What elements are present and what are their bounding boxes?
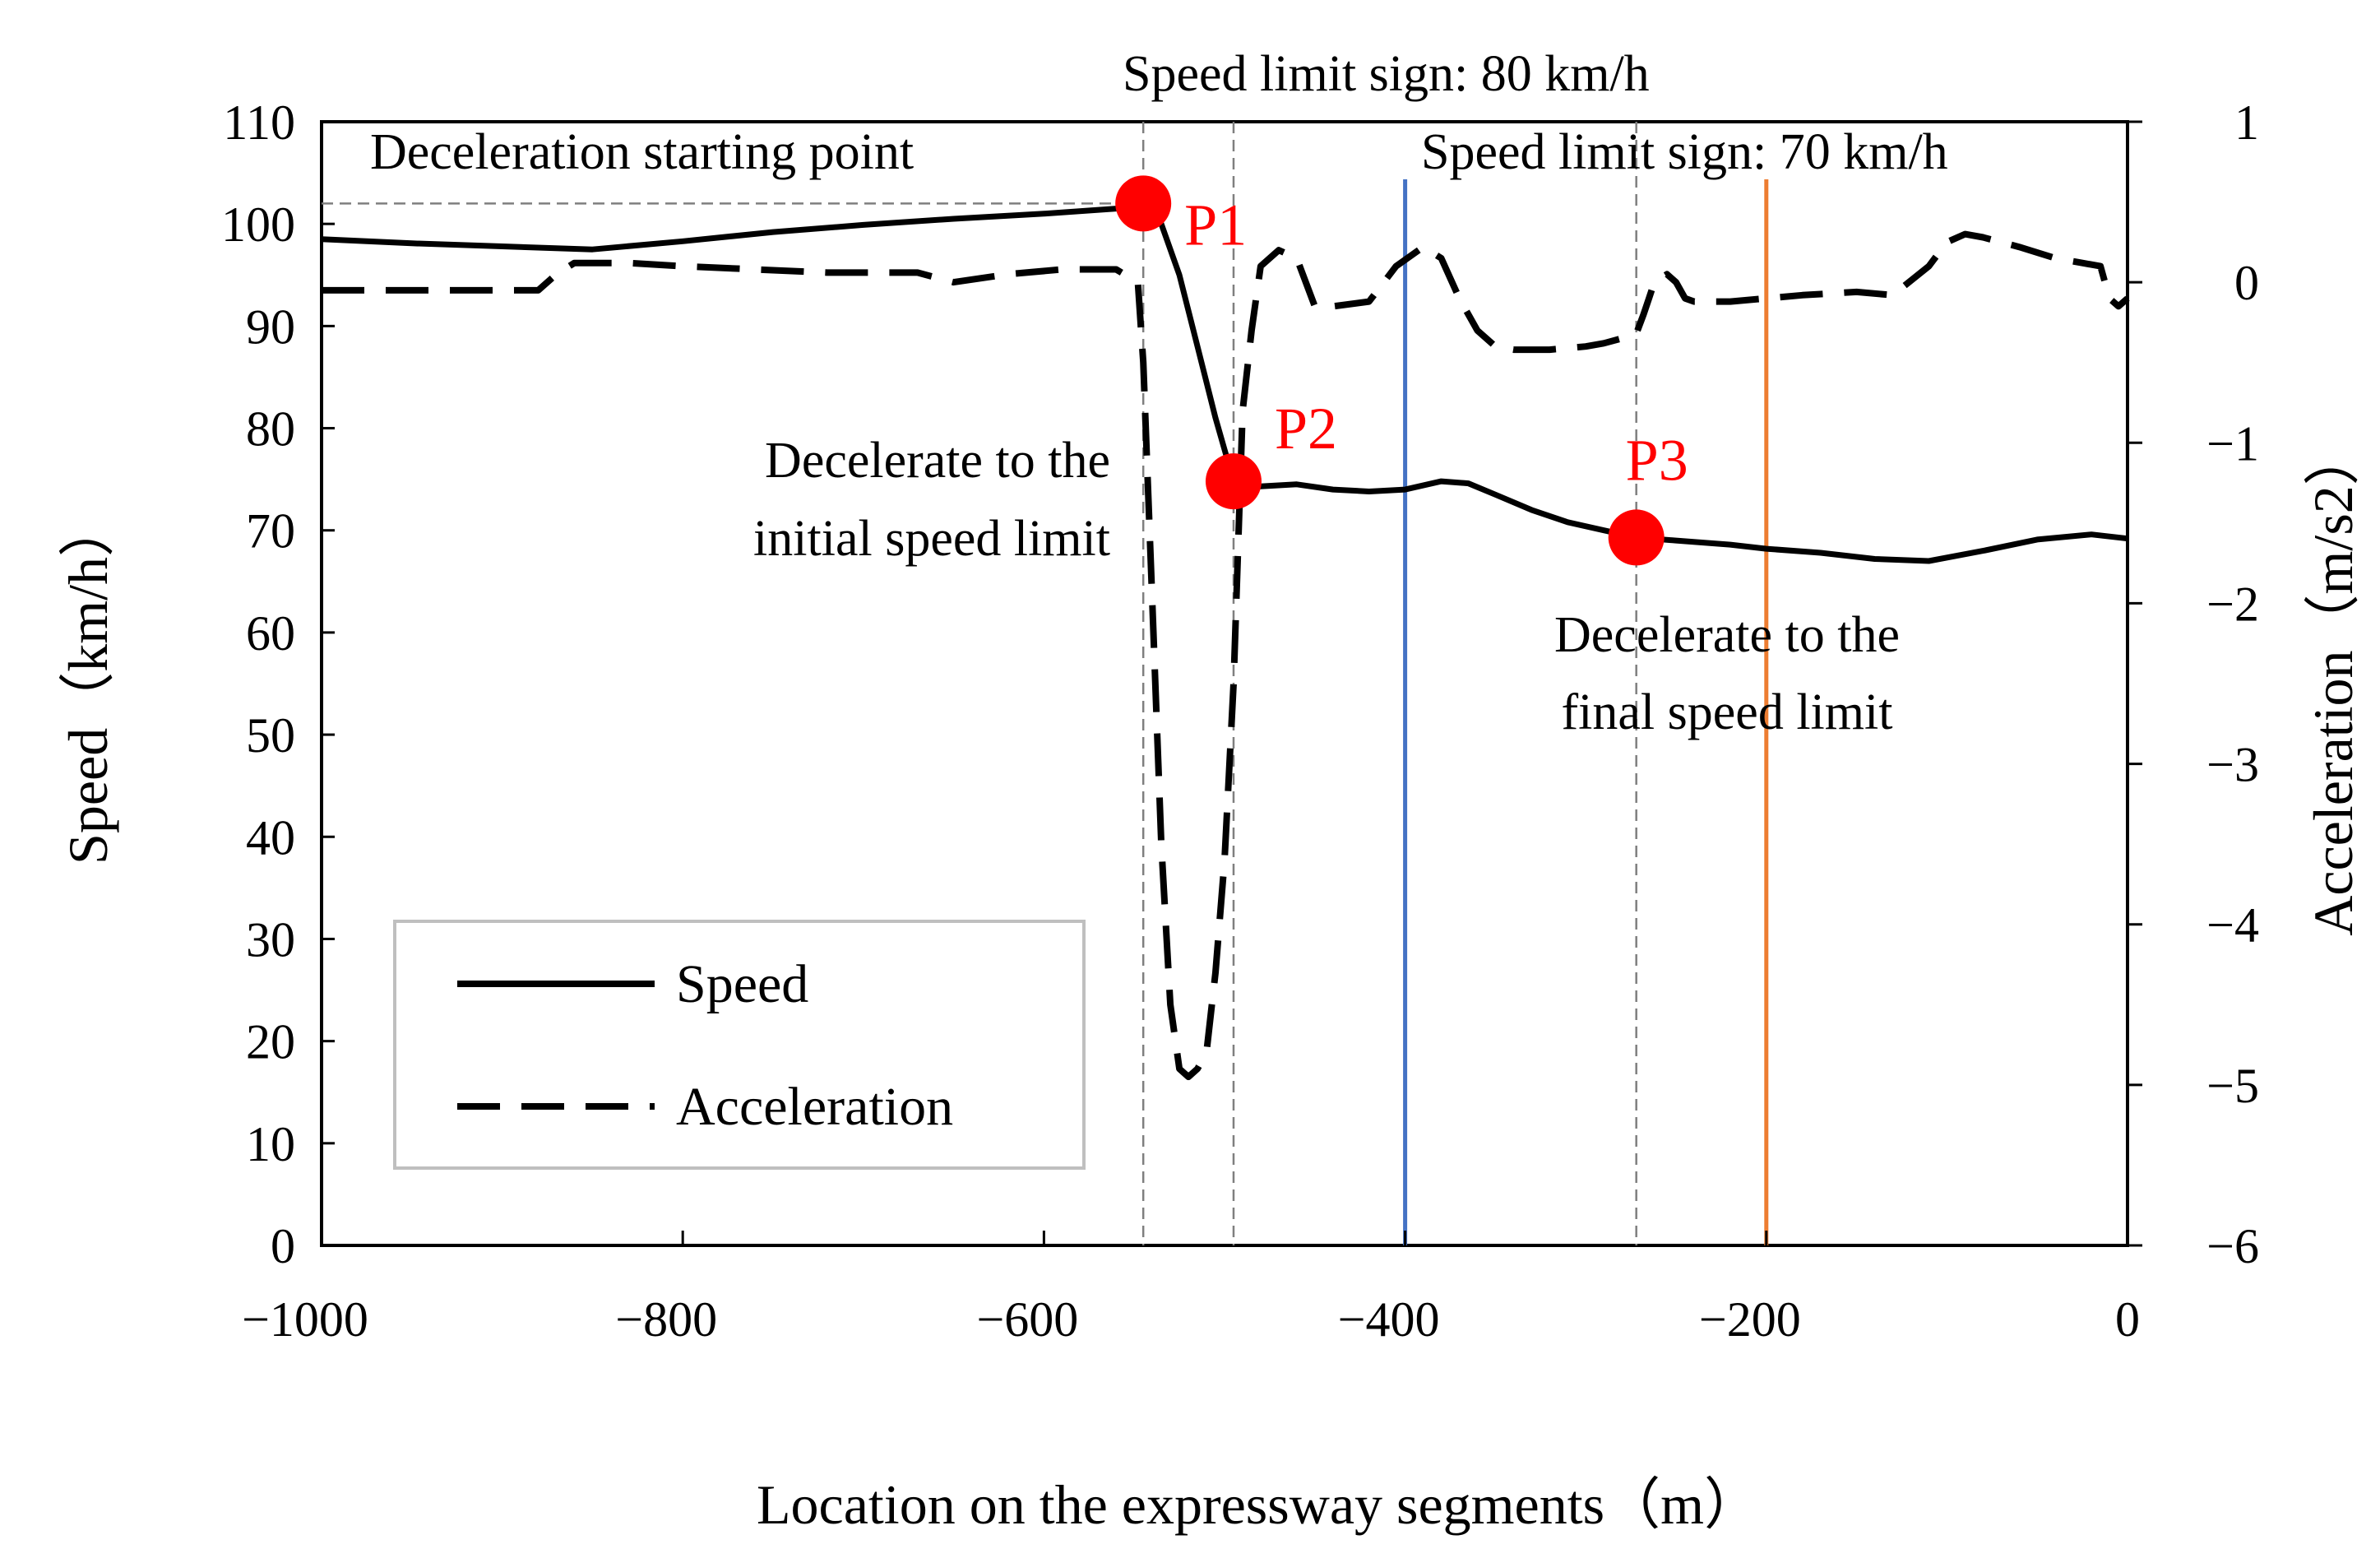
speed-limit-sign-lines (1403, 179, 1769, 1245)
y-left-tick-label: 50 (246, 708, 295, 763)
speed-limit-70-annotation: Speed limit sign: 70 km/h (1421, 124, 1948, 180)
x-tick-label: −800 (615, 1292, 717, 1347)
series-group (321, 200, 2130, 1081)
y-left-tick-label: 10 (246, 1117, 295, 1171)
plot-frame (320, 120, 2129, 1247)
y-right-tick-label: −6 (2206, 1219, 2259, 1273)
y-left-tick-label: 80 (246, 402, 295, 457)
y-right-tick-label: −5 (2206, 1059, 2259, 1113)
y-left-tick-label: 110 (223, 95, 295, 150)
initial-limit-annotation-line1: Decelerate to the (765, 433, 1110, 489)
legend-speed-label: Speed (676, 954, 808, 1014)
y-left-tick-label: 40 (246, 810, 295, 865)
y-right-axis-title: Acceleration（m/s2） (2302, 429, 2364, 936)
y-left-axis-title: Speed（km/h） (57, 501, 119, 865)
x-tick-label: −400 (1338, 1292, 1440, 1347)
y-right-tick-label: −4 (2206, 898, 2259, 953)
final-limit-annotation-line2: final speed limit (1562, 684, 1893, 740)
point-markers: P1 P2 P3 (1115, 175, 1688, 566)
y-right-tick-label: 0 (2234, 256, 2259, 310)
legend-acceleration-label: Acceleration (676, 1077, 953, 1137)
speed-series-line (321, 200, 2128, 564)
y-right-tick-label: −3 (2206, 738, 2259, 792)
y-right-axis-ticks: −6 −5 −4 −3 −2 −1 0 1 (2128, 95, 2259, 1273)
x-tick-label: −600 (976, 1292, 1078, 1347)
y-left-tick-label: 30 (246, 912, 295, 967)
y-left-tick-label: 100 (221, 197, 295, 252)
marker-p3 (1608, 509, 1665, 566)
y-right-tick-label: 1 (2234, 95, 2259, 150)
final-limit-annotation-line1: Decelerate to the (1554, 607, 1900, 663)
marker-label-p1: P1 (1184, 192, 1247, 257)
legend-box (393, 920, 1086, 1170)
x-tick-label: −200 (1699, 1292, 1801, 1347)
x-tick-label: −1000 (242, 1292, 368, 1347)
marker-label-p3: P3 (1626, 427, 1688, 493)
marker-p1 (1115, 175, 1172, 232)
speed-limit-80-annotation: Speed limit sign: 80 km/h (1123, 46, 1650, 102)
marker-label-p2: P2 (1275, 396, 1337, 461)
y-left-axis-ticks: 0 10 20 30 40 50 60 70 80 90 100 110 (221, 95, 335, 1273)
y-right-tick-label: −1 (2206, 416, 2259, 471)
marker-p2 (1205, 453, 1262, 510)
y-left-tick-label: 90 (246, 299, 295, 354)
x-axis-title: Location on the expressway segments（m） (757, 1473, 1760, 1536)
x-tick-label: 0 (2115, 1292, 2140, 1347)
acceleration-series-line (322, 230, 2130, 1081)
x-axis-ticks: −1000 −800 −600 −400 −200 0 (242, 1231, 2140, 1347)
y-left-tick-label: 20 (246, 1015, 295, 1069)
guide-lines (322, 122, 1637, 1245)
initial-limit-annotation-line2: initial speed limit (753, 511, 1110, 567)
y-right-tick-label: −2 (2206, 577, 2259, 631)
y-left-tick-label: 0 (271, 1219, 295, 1273)
y-left-tick-label: 70 (246, 504, 295, 559)
legend: Speed Acceleration (393, 920, 1086, 1170)
deceleration-start-annotation: Deceleration starting point (370, 124, 914, 180)
y-left-tick-label: 60 (246, 606, 295, 661)
